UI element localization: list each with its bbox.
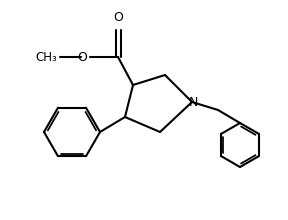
Text: N: N: [188, 95, 198, 108]
Text: O: O: [113, 11, 123, 24]
Text: O: O: [77, 51, 87, 64]
Text: CH₃: CH₃: [35, 51, 57, 64]
